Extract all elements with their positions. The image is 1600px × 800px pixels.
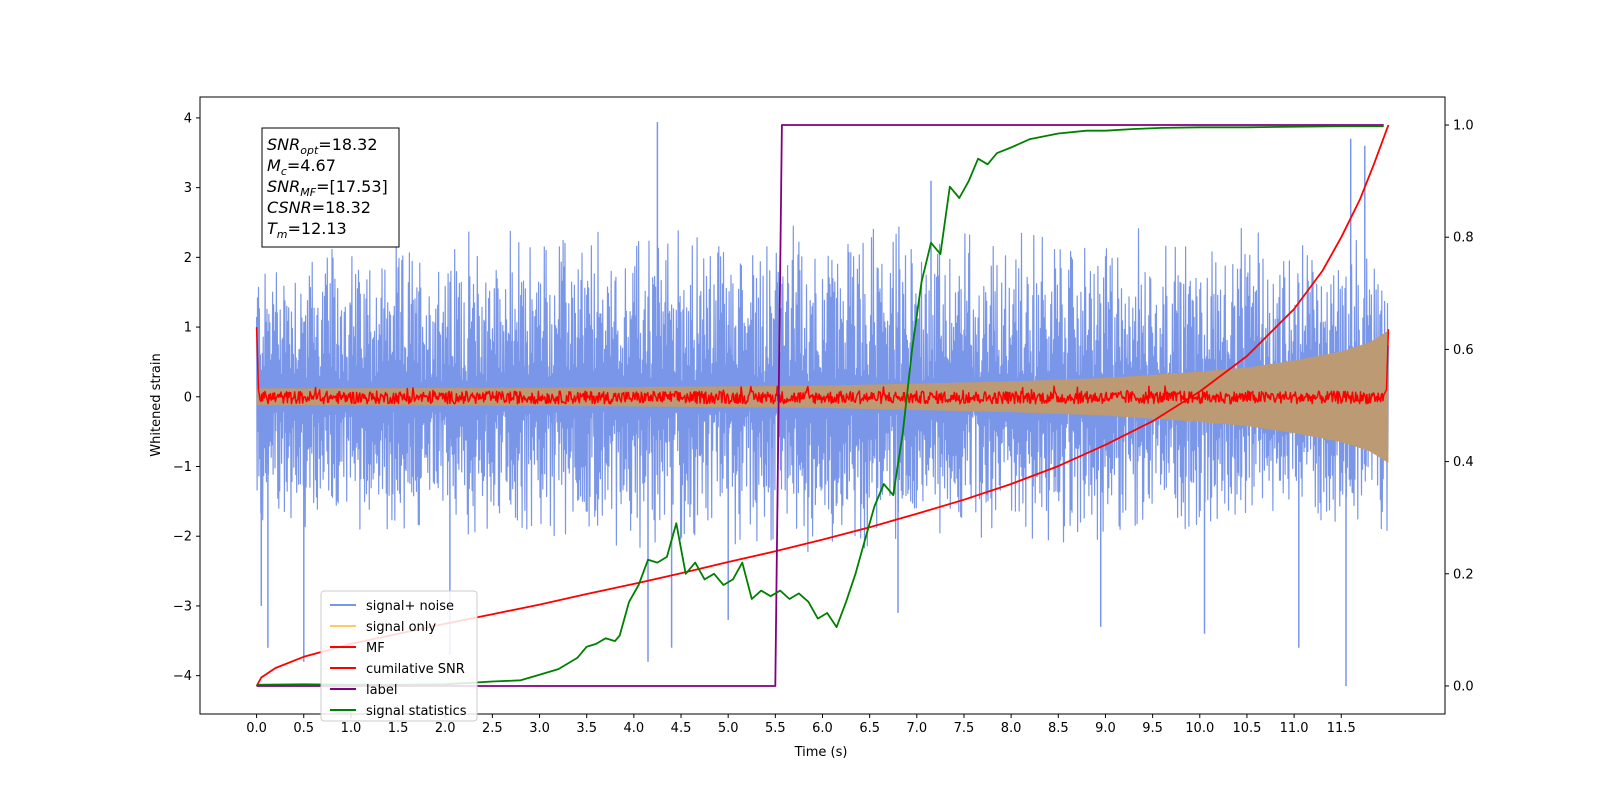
annotation-line: CSNR=18.32 — [267, 198, 371, 217]
x-tick-label: 6.5 — [859, 721, 880, 736]
annotation-box: SNRopt=18.32Mc=4.67SNRMF=[17.53]CSNR=18.… — [261, 127, 400, 248]
x-tick-label: 0.5 — [293, 721, 314, 736]
x-tick-label: 4.0 — [624, 721, 645, 736]
x-tick-label: 4.5 — [671, 721, 692, 736]
x-tick-label: 1.0 — [341, 721, 362, 736]
series-signal-noise-line — [256, 225, 1389, 553]
x-tick-label: 10.0 — [1185, 721, 1214, 736]
y-tick-label: −1 — [173, 460, 192, 475]
legend-label: signal+ noise — [366, 599, 454, 614]
y-tick-label: 1 — [184, 321, 192, 336]
x-tick-label: 1.5 — [388, 721, 409, 736]
x-tick-label: 8.0 — [1001, 721, 1022, 736]
x-tick-label: 11.0 — [1280, 721, 1309, 736]
y-axis-left: −4 −3 −2 −1 0 1 2 3 4 — [173, 111, 200, 684]
y2-tick-label: 0.8 — [1453, 231, 1474, 246]
x-tick-label: 11.5 — [1327, 721, 1356, 736]
y2-tick-label: 0.4 — [1453, 455, 1474, 470]
legend-label: signal only — [366, 620, 436, 635]
annotation-line: Mc=4.67 — [267, 156, 336, 178]
y2-tick-label: 0.0 — [1453, 679, 1474, 694]
y-axis-label: Whitened strain — [149, 353, 164, 456]
series-signal-statistics-line — [256, 125, 1384, 686]
y-tick-label: −4 — [173, 669, 192, 684]
x-tick-label: 9.0 — [1095, 721, 1116, 736]
x-tick-label: 7.5 — [954, 721, 975, 736]
legend-label: MF — [366, 641, 385, 656]
x-tick-label: 3.0 — [529, 721, 550, 736]
y-tick-label: 3 — [184, 181, 192, 196]
x-axis-label: Time (s) — [794, 745, 848, 760]
legend: signal+ noise signal only MF cumilative SNR… — [320, 590, 478, 722]
x-tick-label: 2.0 — [435, 721, 456, 736]
x-tick-label: 7.0 — [906, 721, 927, 736]
annotation-line: Tm=12.13 — [267, 219, 347, 241]
y-tick-label: −2 — [173, 530, 192, 545]
annotation-line: SNRopt=18.32 — [267, 135, 378, 157]
legend-label: cumilative SNR — [366, 662, 465, 677]
series-label-line — [256, 124, 1384, 687]
x-tick-label: 10.5 — [1232, 721, 1261, 736]
y-tick-label: 0 — [184, 390, 192, 405]
y-tick-label: −3 — [173, 599, 192, 614]
y2-tick-label: 0.6 — [1453, 343, 1474, 358]
x-tick-label: 2.5 — [482, 721, 503, 736]
annotation-line: SNRMF=[17.53] — [267, 177, 388, 199]
legend-frame — [320, 590, 478, 722]
y2-tick-label: 0.2 — [1453, 567, 1474, 582]
series-mf-line — [255, 327, 1390, 405]
x-tick-label: 8.5 — [1048, 721, 1069, 736]
y-tick-label: 4 — [184, 111, 192, 126]
x-tick-label: 5.5 — [765, 721, 786, 736]
legend-label: label — [366, 683, 397, 698]
y-axis-right: 0.0 0.2 0.4 0.6 0.8 1.0 — [1445, 119, 1474, 694]
y2-tick-label: 1.0 — [1453, 119, 1474, 134]
x-tick-label: 3.5 — [576, 721, 597, 736]
x-tick-label: 5.0 — [718, 721, 739, 736]
x-axis: 0.0 0.5 1.0 1.5 2.0 2.5 3.0 3.5 4.0 4.5 5.0 5.5 6.0 6… — [246, 714, 1356, 736]
x-tick-label: 0.0 — [246, 721, 267, 736]
annotation-frame — [261, 127, 400, 248]
y-tick-label: 2 — [184, 251, 192, 266]
x-tick-label: 6.0 — [812, 721, 833, 736]
legend-label: signal statistics — [366, 704, 467, 719]
x-tick-label: 9.5 — [1142, 721, 1163, 736]
series-signal-only-envelope — [256, 330, 1389, 463]
